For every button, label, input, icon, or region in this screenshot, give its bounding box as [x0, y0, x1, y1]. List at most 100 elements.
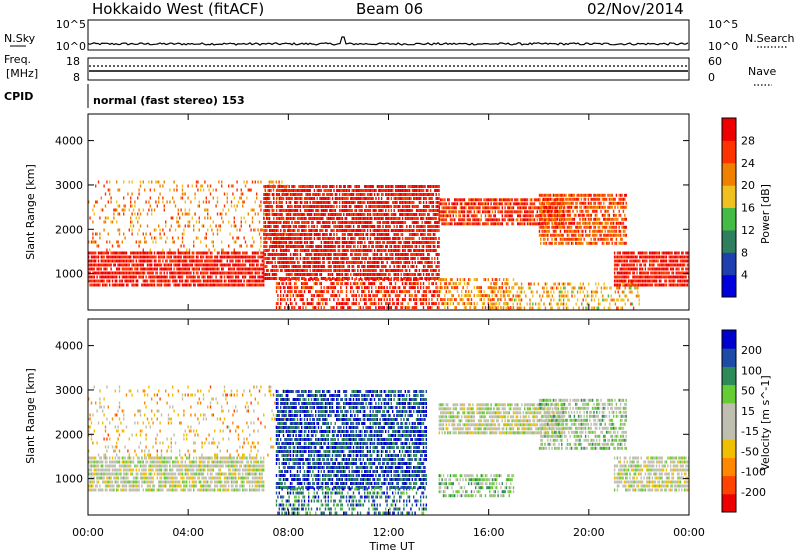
power-cell: [375, 294, 377, 298]
power-cell: [375, 217, 377, 220]
power-cell: [296, 193, 299, 196]
power-cell: [195, 255, 198, 259]
power-cell: [417, 273, 419, 276]
power-cell: [190, 283, 192, 287]
power-cell: [431, 197, 433, 200]
power-cell: [90, 275, 93, 279]
power-cell: [322, 185, 324, 188]
power-cell: [180, 251, 182, 255]
power-cell: [275, 241, 278, 244]
power-cell: [113, 216, 115, 220]
power-cell: [393, 286, 395, 290]
power-cell: [449, 210, 452, 214]
power-cell: [306, 193, 309, 196]
power-cell: [383, 278, 385, 282]
power-cell: [316, 221, 318, 224]
power-cell: [396, 245, 398, 248]
power-cell: [348, 189, 351, 192]
power-cell: [201, 259, 203, 263]
power-cell: [289, 205, 292, 208]
power-cell: [249, 188, 251, 192]
power-cell: [382, 209, 384, 212]
power-cell: [134, 204, 136, 208]
power-cell: [368, 286, 370, 290]
power-cell: [313, 249, 316, 252]
power-cell: [204, 251, 206, 255]
power-cell: [327, 225, 330, 228]
power-cell: [111, 251, 114, 255]
power-cell: [289, 282, 292, 286]
power-cell: [494, 206, 496, 210]
power-cell: [344, 225, 346, 228]
power-cell: [152, 267, 154, 271]
power-cell: [281, 253, 283, 256]
power-cell: [386, 261, 388, 264]
power-cell: [517, 206, 519, 210]
power-cell: [305, 278, 307, 282]
power-cell: [515, 202, 517, 206]
power-cell: [277, 237, 279, 240]
power-cell: [507, 214, 509, 218]
power-cell: [371, 233, 373, 236]
power-cell: [174, 263, 177, 267]
power-cell: [287, 278, 289, 282]
power-cell: [434, 290, 436, 294]
power-cell: [201, 263, 203, 267]
power-cell: [244, 271, 247, 275]
power-cell: [515, 210, 517, 214]
power-cell: [267, 221, 269, 224]
power-cell: [223, 283, 226, 287]
power-cell: [359, 209, 362, 212]
power-cell: [226, 192, 228, 196]
power-cell: [369, 306, 371, 310]
power-cell: [352, 302, 355, 306]
power-cell: [268, 209, 271, 212]
power-cell: [364, 298, 366, 302]
power-cell: [288, 265, 290, 268]
power-cell: [361, 249, 363, 252]
power-cell: [123, 251, 125, 255]
power-cell: [118, 244, 121, 248]
power-cell: [228, 263, 230, 267]
power-cell: [536, 222, 538, 226]
power-cell: [142, 208, 144, 212]
power-cell: [274, 229, 276, 232]
power-cell: [173, 275, 175, 279]
power-cell: [256, 267, 258, 271]
power-cell: [197, 251, 199, 255]
power-cell: [145, 240, 147, 244]
power-cell: [394, 221, 397, 224]
power-cell: [379, 298, 381, 302]
power-cell: [501, 222, 503, 226]
power-cell: [198, 251, 200, 255]
power-cell: [138, 192, 140, 196]
power-cell: [236, 263, 238, 267]
power-cell: [312, 217, 314, 220]
power-cell: [361, 278, 363, 282]
power-cell: [282, 241, 285, 244]
power-cell: [375, 209, 377, 212]
power-cell: [361, 209, 363, 212]
power-cell: [138, 275, 140, 279]
power-cell: [310, 237, 313, 240]
power-cell: [103, 263, 105, 267]
power-cell: [266, 185, 268, 188]
power-cell: [371, 221, 373, 224]
power-cell: [131, 204, 133, 208]
power-cell: [124, 259, 126, 263]
power-cell: [392, 290, 394, 294]
power-cell: [264, 237, 267, 240]
power-cell: [336, 278, 338, 282]
power-cell: [425, 273, 428, 276]
power-cell: [365, 233, 367, 236]
power-cell: [134, 212, 136, 216]
power-cell: [110, 200, 112, 204]
power-cell: [428, 249, 430, 252]
power-cell: [340, 185, 342, 188]
power-cell: [399, 217, 401, 220]
power-cell: [431, 298, 433, 302]
power-cell: [411, 306, 413, 310]
power-cell: [382, 278, 384, 282]
power-cell: [378, 193, 380, 196]
power-cell: [379, 241, 381, 244]
